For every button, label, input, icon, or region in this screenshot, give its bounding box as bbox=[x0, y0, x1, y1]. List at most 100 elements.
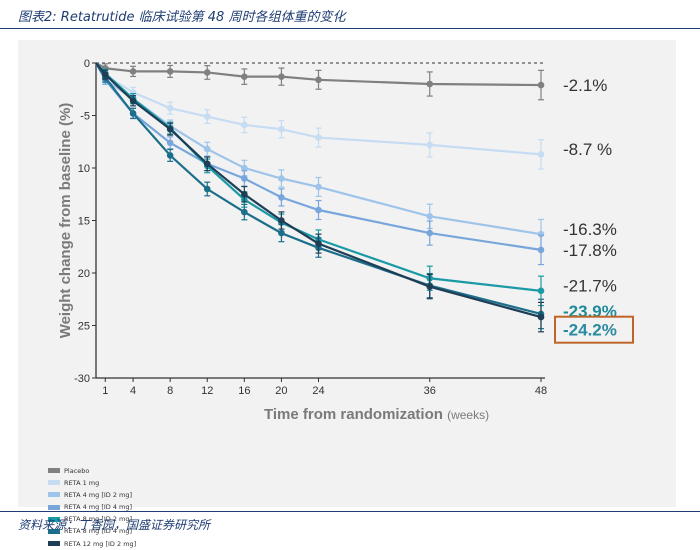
y-tick-label: 20 bbox=[78, 268, 90, 280]
legend-label: RETA 8 mg [ID 2 mg] bbox=[64, 515, 133, 524]
series-end-label: -24.2% bbox=[563, 321, 617, 340]
series-line bbox=[95, 62, 542, 251]
series-line bbox=[95, 62, 542, 319]
data-point bbox=[278, 229, 285, 237]
report-header: 图表2: Retatrutide 临床试验第 48 周时各组体重的变化 bbox=[0, 0, 700, 29]
legend-item: Placebo bbox=[48, 465, 228, 476]
x-tick-label: 36 bbox=[424, 385, 436, 397]
data-point bbox=[315, 240, 322, 247]
series-line bbox=[95, 62, 542, 156]
data-point bbox=[537, 151, 545, 158]
data-point bbox=[129, 68, 137, 75]
data-point bbox=[166, 104, 174, 112]
data-point bbox=[426, 213, 434, 220]
data-point bbox=[426, 141, 434, 149]
data-point bbox=[537, 81, 545, 89]
data-point bbox=[278, 125, 285, 133]
highlight-box bbox=[554, 315, 634, 344]
y-tick-label: 0 bbox=[84, 58, 90, 70]
data-point bbox=[426, 229, 434, 237]
series-end-label: -8.7 % bbox=[563, 140, 612, 159]
legend-label: Placebo bbox=[64, 466, 90, 475]
data-point bbox=[315, 183, 322, 191]
data-point bbox=[241, 208, 248, 216]
series-end-label: -21.7% bbox=[563, 277, 617, 296]
data-point bbox=[166, 125, 174, 133]
y-axis-title: Weight change from baseline (%) bbox=[57, 103, 74, 339]
chart-panel: 0 -5 10 15 20 25 -30 1 4 8 12 16 20 24 36 48 Weight chan… bbox=[18, 40, 676, 548]
data-point bbox=[537, 313, 545, 321]
legend-item: RETA 8 mg [ID 4 mg] bbox=[48, 526, 228, 537]
legend-swatch bbox=[48, 504, 60, 510]
series-line bbox=[95, 62, 542, 236]
x-tick-label: 1 bbox=[102, 385, 108, 397]
figure-title: 图表2: Retatrutide 临床试验第 48 周时各组体重的变化 bbox=[18, 10, 346, 25]
series-end-label: -23.9% bbox=[563, 302, 617, 321]
y-tick-label: -30 bbox=[74, 373, 90, 385]
data-point bbox=[203, 113, 211, 120]
data-point bbox=[426, 80, 434, 88]
data-point bbox=[241, 190, 248, 198]
data-point bbox=[241, 121, 248, 129]
data-point bbox=[129, 97, 137, 105]
legend-swatch bbox=[48, 541, 60, 547]
data-point bbox=[129, 110, 137, 117]
series-end-label: -16.3% bbox=[563, 220, 617, 239]
legend-swatch bbox=[48, 468, 60, 473]
y-tick-label: 25 bbox=[78, 321, 90, 333]
data-point bbox=[166, 139, 174, 147]
legend-label: RETA 12 mg [ID 2 mg] bbox=[64, 539, 137, 548]
x-tick-label: 24 bbox=[312, 385, 324, 397]
series-end-label: -2.1% bbox=[563, 76, 607, 95]
y-tick-label: 10 bbox=[78, 163, 90, 175]
data-point bbox=[315, 134, 322, 141]
legend-label: RETA 1 mg bbox=[64, 478, 100, 487]
x-tick-label: 20 bbox=[275, 385, 287, 397]
y-tick-label: 15 bbox=[78, 216, 90, 228]
legend-label: RETA 4 mg [ID 2 mg] bbox=[64, 490, 133, 499]
series-line bbox=[95, 62, 542, 292]
legend-item: RETA 4 mg [ID 4 mg] bbox=[48, 502, 228, 513]
data-point bbox=[315, 206, 322, 214]
legend-swatch bbox=[48, 480, 60, 486]
data-point bbox=[537, 246, 545, 254]
data-point bbox=[315, 76, 322, 84]
legend-item: RETA 4 mg [ID 2 mg] bbox=[48, 489, 228, 500]
y-tick-label: -5 bbox=[80, 111, 90, 123]
data-point bbox=[166, 68, 174, 75]
data-point bbox=[278, 194, 285, 201]
data-point bbox=[278, 217, 285, 224]
report-footer: 资料来源：丁香园，国盛证券研究所 bbox=[0, 511, 700, 540]
series-line bbox=[95, 62, 542, 316]
legend-label: RETA 4 mg [ID 4 mg] bbox=[64, 503, 133, 512]
x-tick-label: 8 bbox=[167, 385, 173, 397]
data-point bbox=[203, 160, 211, 168]
data-point bbox=[241, 73, 248, 80]
legend-label: RETA 8 mg [ID 4 mg] bbox=[64, 527, 133, 536]
data-point bbox=[203, 185, 211, 193]
data-point bbox=[203, 145, 211, 153]
data-point bbox=[537, 287, 545, 295]
legend-item: RETA 1 mg bbox=[48, 477, 228, 488]
x-tick-label: 16 bbox=[238, 385, 250, 397]
data-point bbox=[278, 175, 285, 182]
data-point bbox=[101, 71, 109, 78]
x-tick-label: 4 bbox=[130, 385, 136, 397]
series-end-label: -17.8% bbox=[563, 241, 617, 260]
data-point bbox=[241, 175, 248, 182]
x-axis-title: Time from randomization (weeks) bbox=[264, 406, 489, 423]
legend-swatch bbox=[48, 528, 60, 534]
source-note: 资料来源：丁香园，国盛证券研究所 bbox=[18, 518, 211, 532]
data-point bbox=[241, 164, 248, 172]
data-point bbox=[278, 73, 285, 80]
legend-item: RETA 8 mg [ID 2 mg] bbox=[48, 514, 228, 525]
x-tick-label: 48 bbox=[535, 385, 547, 397]
legend-swatch bbox=[48, 516, 60, 522]
x-tick-label: 12 bbox=[201, 385, 213, 397]
data-point bbox=[426, 283, 434, 290]
data-point bbox=[166, 152, 174, 159]
data-point bbox=[203, 69, 211, 76]
legend-swatch bbox=[48, 492, 60, 498]
series-line bbox=[95, 62, 542, 87]
